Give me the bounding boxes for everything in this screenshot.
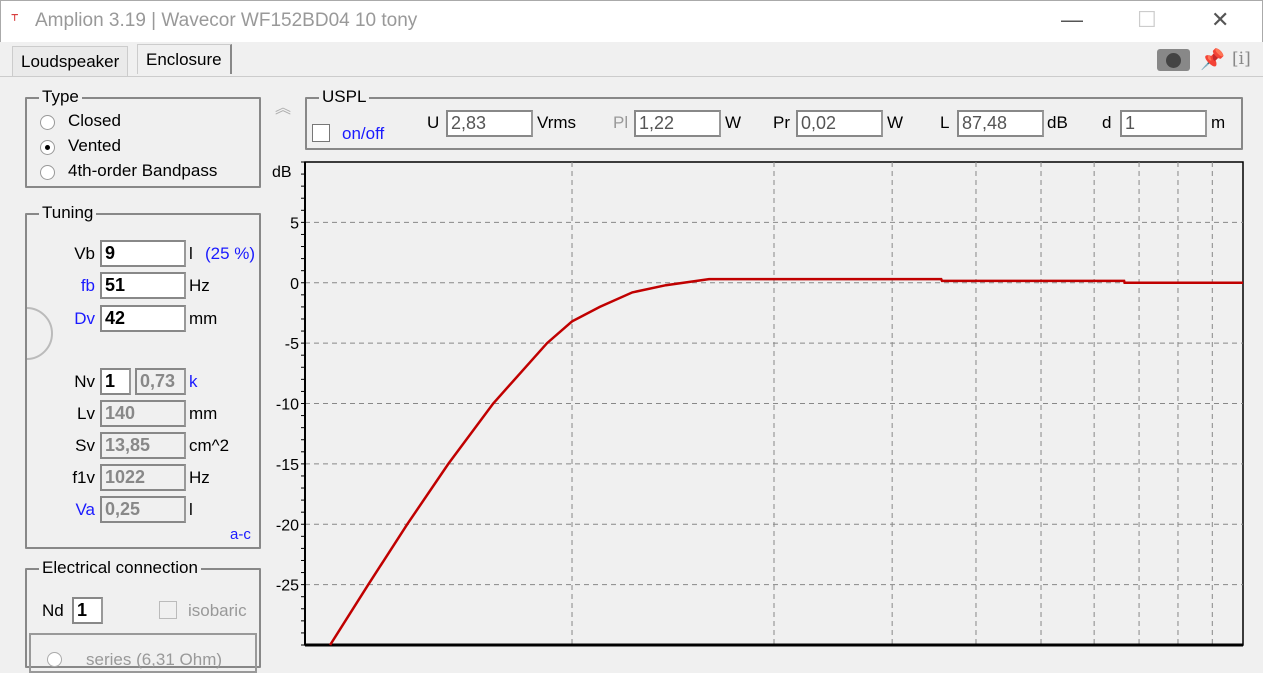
y-tick-label: 0 [290,276,299,293]
va-value: 0,25 [100,496,186,523]
vb-unit: l [189,244,193,263]
dv-unit: mm [189,309,218,328]
vb-percent: (25 %) [205,244,256,263]
u-input[interactable]: 2,83 [446,110,533,137]
camera-icon[interactable] [1157,49,1190,71]
l-label: L [940,113,950,132]
y-tick-label: -10 [276,397,299,414]
f1v-unit: Hz [189,468,210,487]
pr-label: Pr [773,113,790,132]
y-tick-label: 5 [290,215,299,232]
tab-loudspeaker[interactable]: Loudspeaker [12,46,129,76]
d-unit: m [1211,113,1226,132]
tab-divider [0,76,1263,77]
dv-input[interactable]: 42 [100,305,186,332]
radio-bandpass[interactable] [40,165,55,180]
d-label: d [1102,113,1112,132]
radio-closed[interactable] [40,115,55,130]
y-tick-label: -25 [276,578,299,595]
f1v-value: 1022 [100,464,186,491]
onoff-label[interactable]: on/off [342,124,385,143]
k-label[interactable]: k [189,372,198,391]
type-group: Type Closed Vented 4th-order Bandpass [25,87,261,188]
radio-vented[interactable] [40,140,55,155]
minimize-button[interactable]: — [1061,7,1083,32]
l-value: 87,48 [957,110,1044,137]
close-button[interactable]: ✕ [1211,7,1230,32]
pin-icon[interactable]: 📌 [1200,49,1225,71]
title-bar: ⸆ Amplion 3.19 | Wavecor WF152BD04 10 to… [0,0,1263,42]
app-icon: ⸆ [11,12,19,29]
vb-input[interactable]: 9 [100,240,186,267]
spl-curve [329,277,1243,646]
fb-input[interactable]: 51 [100,272,186,299]
radio-bandpass-label[interactable]: 4th-order Bandpass [68,161,218,180]
window-title: Amplion 3.19 | Wavecor WF152BD04 10 tony [35,10,418,31]
pr-value: 0,02 [796,110,883,137]
info-icon[interactable]: [i] [1232,49,1251,69]
va-unit: l [189,500,193,519]
tab-enclosure[interactable]: Enclosure [137,44,232,74]
f1v-label: f1v [72,468,95,487]
vb-label: Vb [74,244,95,263]
lv-label: Lv [77,404,95,423]
nv-label: Nv [74,372,95,391]
pl-label: Pl [613,113,629,132]
onoff-checkbox[interactable] [312,124,330,142]
u-unit: Vrms [537,113,577,132]
pr-unit: W [887,113,904,132]
uspl-title: USPL [319,87,370,107]
y-axis-label: dB [272,164,292,181]
fb-label[interactable]: fb [80,276,95,295]
nd-label: Nd [42,601,64,620]
isobaric-checkbox[interactable] [159,601,177,619]
k-value: 0,73 [135,368,186,395]
maximize-button[interactable]: ☐ [1137,7,1157,32]
nv-input[interactable]: 1 [100,368,131,395]
pl-value: 1,22 [634,110,721,137]
fb-unit: Hz [189,276,210,295]
y-tick-label: -15 [276,457,299,474]
sv-unit: cm^2 [189,436,230,455]
sv-label: Sv [75,436,95,455]
ac-link[interactable]: a-c [230,526,251,543]
sv-value: 13,85 [100,432,186,459]
radio-vented-label[interactable]: Vented [68,136,121,155]
va-label[interactable]: Va [75,500,95,519]
y-tick-label: -20 [276,517,299,534]
spl-chart: 5 0 -5 -10 -15 -20 -25 [276,161,1244,647]
tuning-group: Tuning [25,203,261,549]
nd-input[interactable]: 1 [72,597,103,624]
lv-unit: mm [189,404,218,423]
u-label: U [427,113,440,132]
dv-label[interactable]: Dv [74,309,95,328]
double-chevron-up-icon[interactable]: ︽ [275,100,292,117]
type-group-title: Type [39,87,82,107]
l-unit: dB [1047,113,1068,132]
uspl-group: USPL [305,87,1243,150]
tuning-group-title: Tuning [39,203,97,223]
pl-unit: W [725,113,742,132]
d-input[interactable]: 1 [1120,110,1207,137]
radio-closed-label[interactable]: Closed [68,111,121,130]
y-tick-label: -5 [285,336,299,353]
lv-value: 140 [100,400,186,427]
electrical-group-title: Electrical connection [39,558,201,578]
isobaric-label: isobaric [188,601,247,620]
